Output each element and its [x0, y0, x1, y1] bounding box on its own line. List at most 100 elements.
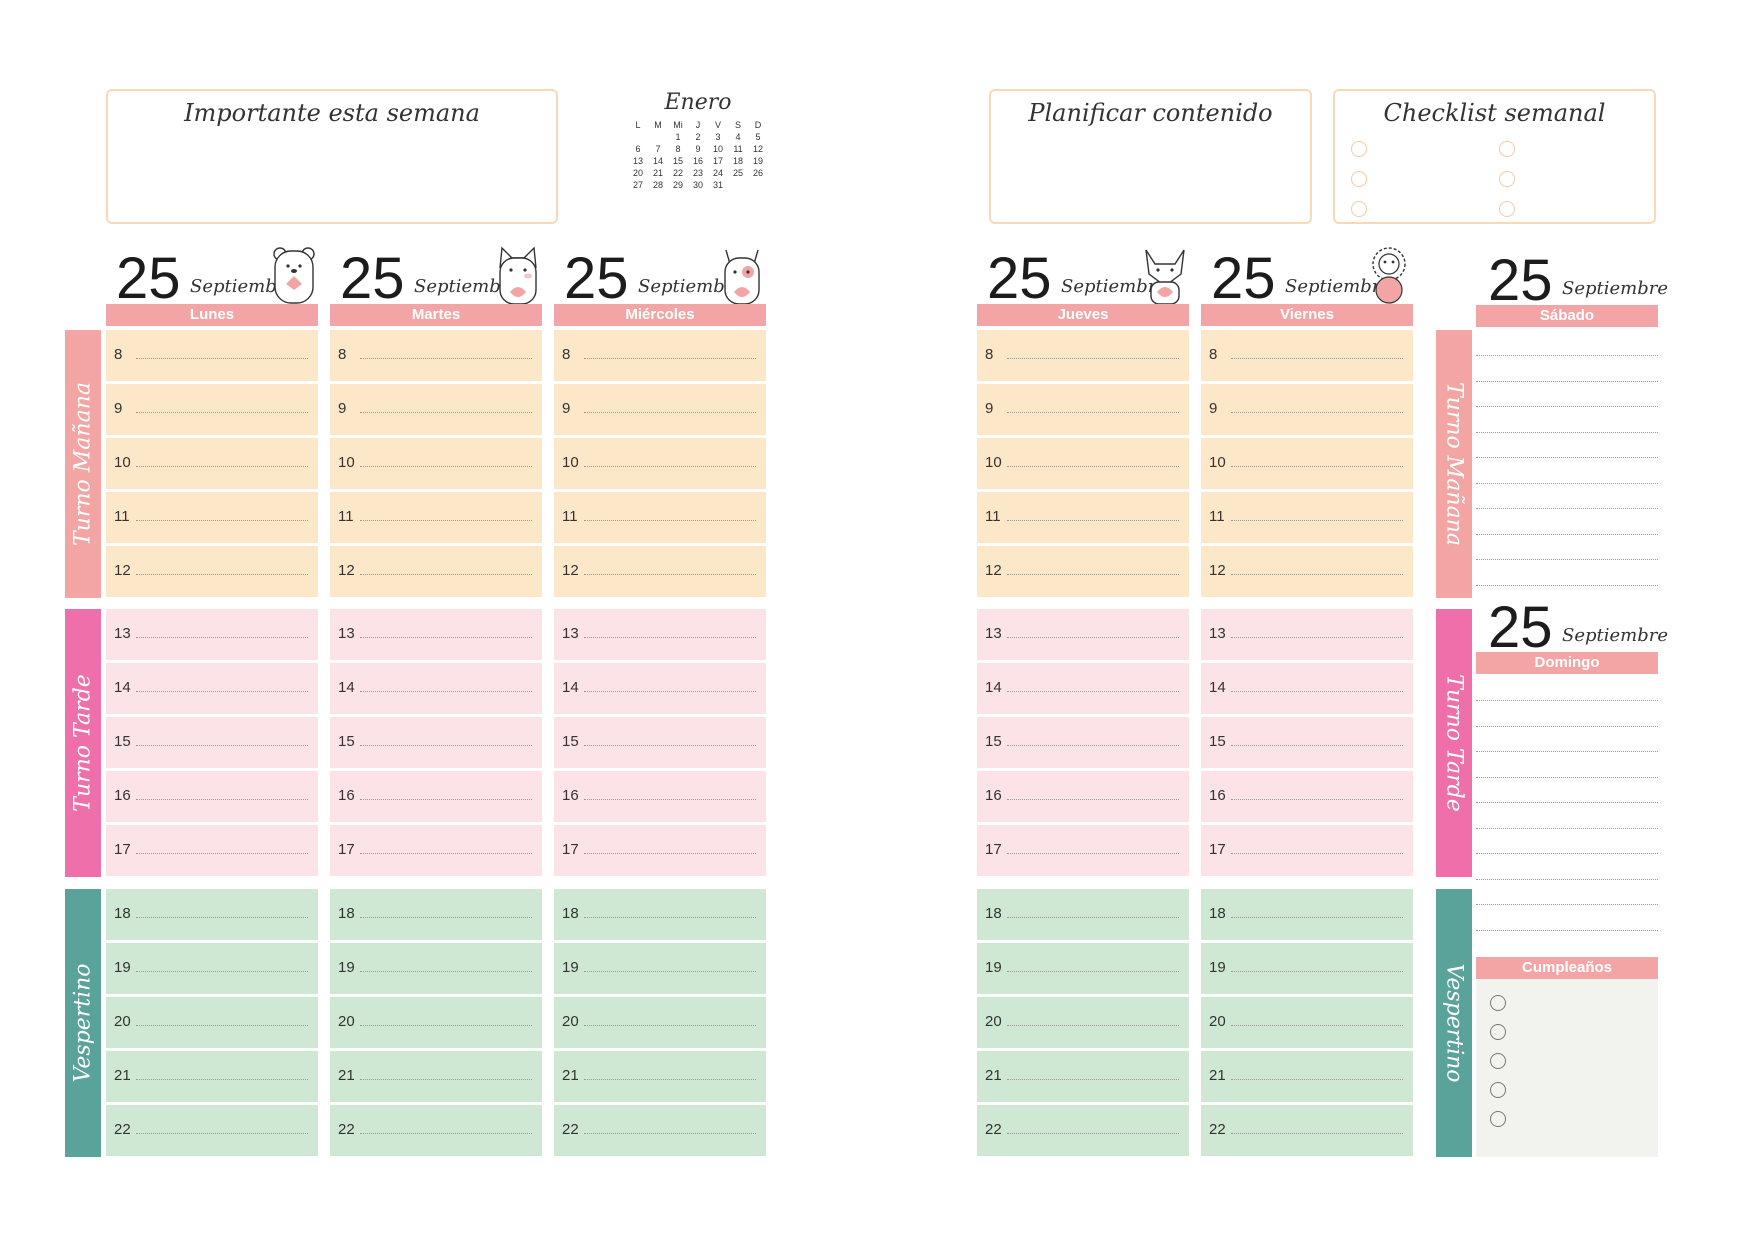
time-slot[interactable]: 18: [977, 889, 1189, 940]
time-slot[interactable]: 20: [106, 997, 318, 1048]
time-slot[interactable]: 15: [554, 717, 766, 768]
checklist-checkbox[interactable]: [1351, 201, 1367, 217]
checklist-checkbox[interactable]: [1351, 171, 1367, 187]
time-slot[interactable]: 9: [106, 384, 318, 435]
time-slot[interactable]: 17: [554, 825, 766, 876]
time-slot[interactable]: 9: [1201, 384, 1413, 435]
birthday-checkbox[interactable]: [1490, 1024, 1506, 1040]
time-slot[interactable]: 11: [106, 492, 318, 543]
time-slot[interactable]: 11: [1201, 492, 1413, 543]
time-slot[interactable]: 9: [554, 384, 766, 435]
time-slot[interactable]: 22: [554, 1105, 766, 1156]
time-slot[interactable]: 11: [554, 492, 766, 543]
writing-line: [584, 971, 756, 972]
time-slot[interactable]: 18: [106, 889, 318, 940]
birthday-checkbox[interactable]: [1490, 995, 1506, 1011]
time-slot[interactable]: 21: [330, 1051, 542, 1102]
plan-content-box[interactable]: Planificar contenido: [989, 89, 1312, 224]
time-slot[interactable]: 16: [554, 771, 766, 822]
time-slot[interactable]: 16: [106, 771, 318, 822]
time-slot[interactable]: 13: [1201, 609, 1413, 660]
time-slot[interactable]: 12: [106, 546, 318, 597]
time-slot[interactable]: 13: [330, 609, 542, 660]
time-slot[interactable]: 14: [330, 663, 542, 714]
time-slot[interactable]: 17: [106, 825, 318, 876]
saturday-date: 25 Septiembre: [1476, 248, 1668, 310]
time-slot[interactable]: 16: [1201, 771, 1413, 822]
time-slot[interactable]: 20: [977, 997, 1189, 1048]
time-slot[interactable]: 16: [330, 771, 542, 822]
time-slot[interactable]: 13: [106, 609, 318, 660]
calendar-day: 23: [692, 168, 703, 178]
time-slot[interactable]: 17: [330, 825, 542, 876]
birthday-checkbox[interactable]: [1490, 1053, 1506, 1069]
checklist-checkbox[interactable]: [1499, 201, 1515, 217]
time-slot[interactable]: 8: [106, 330, 318, 381]
checklist-box[interactable]: Checklist semanal: [1333, 89, 1656, 224]
time-slot[interactable]: 11: [330, 492, 542, 543]
time-slot[interactable]: 21: [977, 1051, 1189, 1102]
time-slot[interactable]: 22: [977, 1105, 1189, 1156]
time-slot[interactable]: 22: [1201, 1105, 1413, 1156]
time-slot[interactable]: 8: [977, 330, 1189, 381]
time-slot[interactable]: 9: [330, 384, 542, 435]
time-slot[interactable]: 20: [330, 997, 542, 1048]
hour-label: 8: [1209, 346, 1218, 363]
birthdays-list[interactable]: [1476, 979, 1658, 1157]
calendar-day: 16: [692, 156, 703, 166]
time-slot[interactable]: 10: [330, 438, 542, 489]
time-slot[interactable]: 17: [1201, 825, 1413, 876]
time-slot[interactable]: 19: [977, 943, 1189, 994]
writing-line: [584, 1079, 756, 1080]
checklist-checkbox[interactable]: [1351, 141, 1367, 157]
time-slot[interactable]: 14: [1201, 663, 1413, 714]
checklist-checkbox[interactable]: [1499, 141, 1515, 157]
time-slot[interactable]: 8: [1201, 330, 1413, 381]
calendar-day: 25: [732, 168, 743, 178]
time-slot[interactable]: 10: [977, 438, 1189, 489]
time-slot[interactable]: 14: [106, 663, 318, 714]
time-slot[interactable]: 8: [554, 330, 766, 381]
time-slot[interactable]: 14: [977, 663, 1189, 714]
time-slot[interactable]: 12: [330, 546, 542, 597]
time-slot[interactable]: 15: [1201, 717, 1413, 768]
time-slot[interactable]: 10: [106, 438, 318, 489]
time-slot[interactable]: 22: [330, 1105, 542, 1156]
time-slot[interactable]: 21: [106, 1051, 318, 1102]
time-slot[interactable]: 18: [1201, 889, 1413, 940]
birthday-checkbox[interactable]: [1490, 1111, 1506, 1127]
important-box[interactable]: Importante esta semana: [106, 89, 558, 224]
time-slot[interactable]: 18: [554, 889, 766, 940]
time-slot[interactable]: 20: [554, 997, 766, 1048]
birthday-checkbox[interactable]: [1490, 1082, 1506, 1098]
time-slot[interactable]: 13: [554, 609, 766, 660]
time-slot[interactable]: 11: [977, 492, 1189, 543]
time-slot[interactable]: 14: [554, 663, 766, 714]
hour-label: 20: [114, 1013, 131, 1030]
time-slot[interactable]: 21: [1201, 1051, 1413, 1102]
time-slot[interactable]: 15: [330, 717, 542, 768]
time-slot[interactable]: 12: [554, 546, 766, 597]
time-slot[interactable]: 19: [106, 943, 318, 994]
time-slot[interactable]: 16: [977, 771, 1189, 822]
sunday-lines[interactable]: [1476, 674, 1658, 934]
time-slot[interactable]: 21: [554, 1051, 766, 1102]
time-slot[interactable]: 15: [106, 717, 318, 768]
time-slot[interactable]: 17: [977, 825, 1189, 876]
time-slot[interactable]: 18: [330, 889, 542, 940]
time-slot[interactable]: 19: [554, 943, 766, 994]
time-slot[interactable]: 19: [1201, 943, 1413, 994]
time-slot[interactable]: 10: [1201, 438, 1413, 489]
time-slot[interactable]: 9: [977, 384, 1189, 435]
time-slot[interactable]: 20: [1201, 997, 1413, 1048]
time-slot[interactable]: 22: [106, 1105, 318, 1156]
checklist-checkbox[interactable]: [1499, 171, 1515, 187]
saturday-lines[interactable]: [1476, 327, 1658, 586]
time-slot[interactable]: 12: [1201, 546, 1413, 597]
time-slot[interactable]: 8: [330, 330, 542, 381]
time-slot[interactable]: 13: [977, 609, 1189, 660]
time-slot[interactable]: 10: [554, 438, 766, 489]
time-slot[interactable]: 12: [977, 546, 1189, 597]
time-slot[interactable]: 15: [977, 717, 1189, 768]
time-slot[interactable]: 19: [330, 943, 542, 994]
